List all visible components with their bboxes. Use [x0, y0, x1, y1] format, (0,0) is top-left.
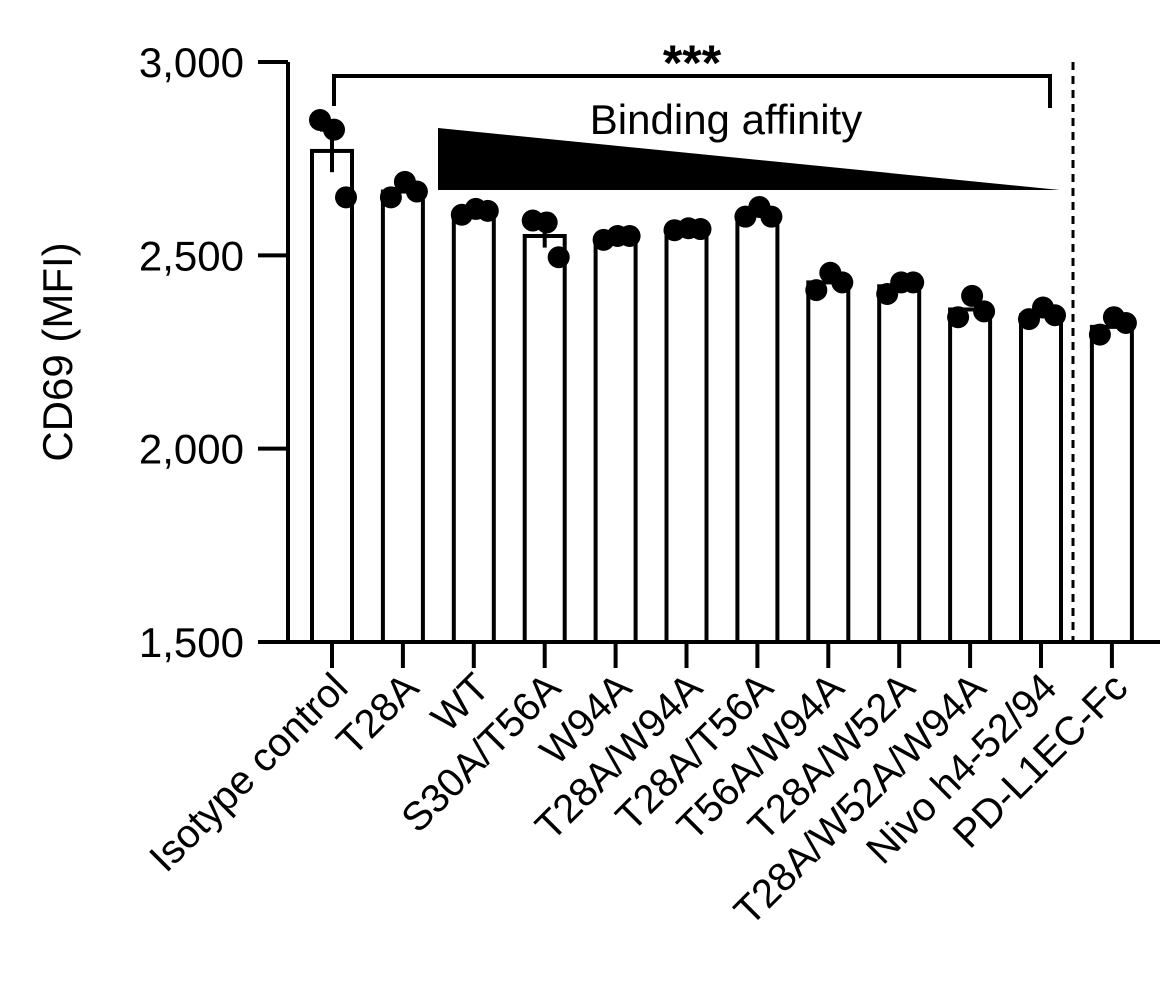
data-point — [547, 246, 570, 269]
data-point — [379, 186, 402, 209]
bar — [1019, 313, 1063, 644]
bar — [1089, 324, 1134, 644]
data-point — [902, 271, 925, 294]
data-point — [947, 306, 970, 329]
data-point — [831, 271, 854, 294]
data-point — [1044, 304, 1066, 327]
binding-affinity-wedge — [438, 128, 1060, 190]
data-point — [805, 279, 828, 302]
x-tick-label: Isotype control — [141, 665, 356, 880]
bar — [522, 234, 567, 644]
data-point — [1088, 323, 1111, 346]
data-points — [309, 109, 1137, 346]
data-point — [1114, 312, 1137, 334]
bar — [806, 280, 851, 644]
bar — [451, 210, 496, 645]
y-tick-label: 3,000 — [139, 39, 244, 86]
bar — [877, 284, 922, 644]
data-point — [961, 284, 984, 307]
annotations: *** Binding affinity — [332, 35, 1075, 642]
y-axis-title: CD69 (MFI) — [34, 242, 81, 461]
bar — [593, 235, 638, 645]
data-point — [476, 199, 499, 222]
data-point — [335, 186, 357, 209]
x-tick-label: T28A — [329, 665, 428, 764]
bar — [380, 189, 425, 645]
data-point — [618, 225, 641, 247]
y-tick-label: 2,000 — [139, 426, 244, 473]
bar — [310, 148, 354, 645]
y-ticks: 1,500 2,000 2,500 3,000 — [139, 39, 288, 666]
gradient-label: Binding affinity — [590, 96, 862, 143]
data-point — [535, 211, 558, 234]
data-point — [323, 118, 345, 141]
bar — [735, 212, 780, 644]
x-ticks: Isotype controlT28AWTS30A/T56AW94AT28A/W… — [141, 642, 1136, 934]
data-point — [760, 205, 783, 228]
bars — [310, 148, 1134, 645]
data-point — [405, 180, 428, 203]
bar — [664, 228, 709, 644]
data-point — [973, 300, 996, 323]
y-tick-label: 1,500 — [139, 619, 244, 666]
y-axis: 1,500 2,000 2,500 3,000 CD69 (MFI) — [34, 39, 290, 666]
data-point — [689, 218, 712, 241]
y-tick-label: 2,500 — [139, 232, 244, 279]
significance-bracket — [332, 74, 1052, 108]
bar — [948, 307, 993, 644]
x-axis: Isotype controlT28AWTS30A/T56AW94AT28A/W… — [141, 640, 1160, 934]
significance-label: *** — [663, 35, 722, 91]
